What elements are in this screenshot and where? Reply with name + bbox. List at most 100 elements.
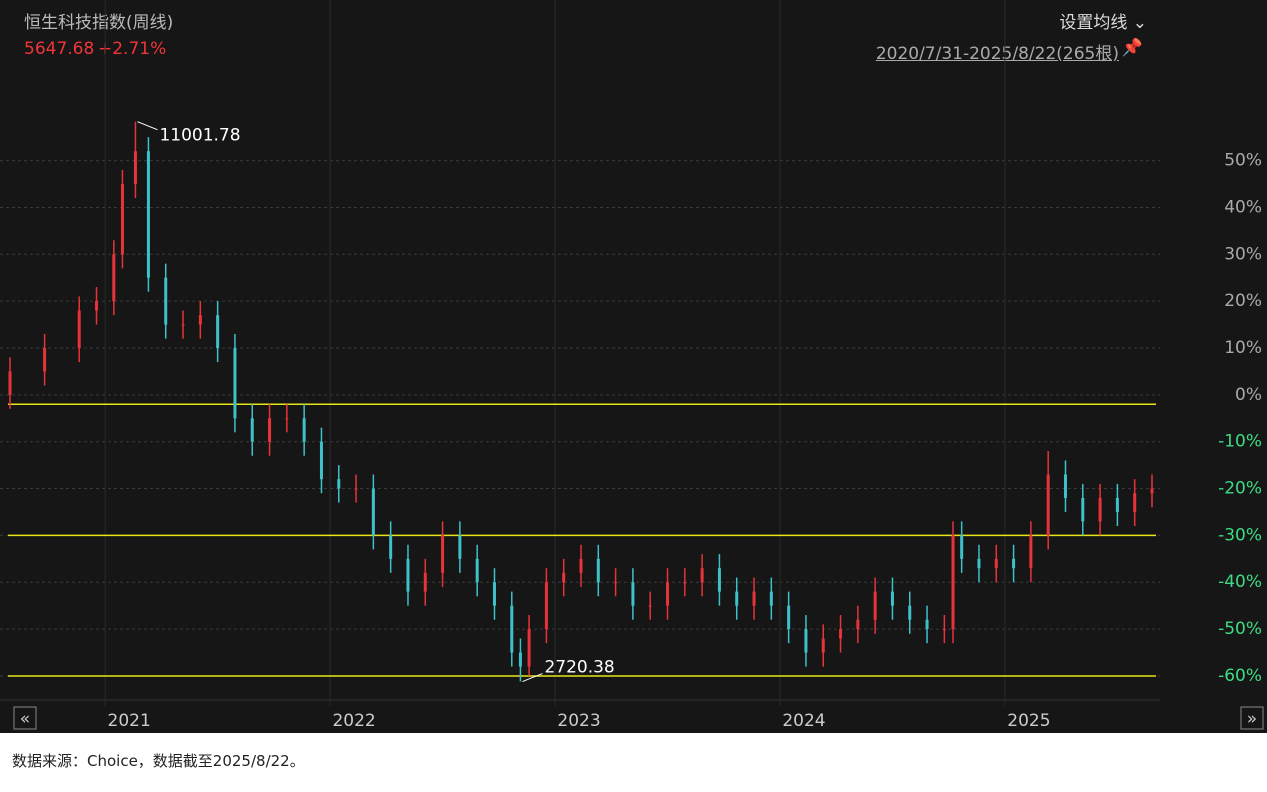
- y-tick-label: 40%: [1224, 197, 1262, 217]
- candle-body: [700, 568, 704, 583]
- ma-button-label: 设置均线: [1059, 13, 1128, 33]
- scroll-right[interactable]: [1240, 706, 1264, 730]
- max-arrow: [137, 121, 158, 131]
- candle-body: [1115, 497, 1119, 512]
- candle-body: [181, 324, 185, 326]
- candle-body: [95, 301, 99, 311]
- footer: 数据来源：Choice，数据截至2025/8/22。: [12, 752, 305, 770]
- candle-body: [579, 558, 583, 573]
- price: 5647.68: [24, 39, 95, 59]
- chart: « » 50% 40% 30% 20% 10% 0% -10% -20% -30% -40% -50…: [0, 0, 1264, 731]
- candle-body: [354, 488, 358, 490]
- candle-body: [908, 605, 912, 620]
- y-tick-label: 0%: [1235, 385, 1262, 405]
- y-tick-label: -30%: [1218, 525, 1262, 545]
- y-tick-label: -10%: [1218, 432, 1262, 452]
- candle-body: [43, 347, 47, 372]
- candle-body: [1098, 497, 1102, 522]
- candle-body: [319, 441, 323, 480]
- x-tick-label: 2024: [782, 711, 825, 731]
- y-tick-label: -60%: [1218, 666, 1262, 686]
- candle-body: [717, 568, 721, 592]
- candle-body: [475, 558, 479, 583]
- candle-body: [268, 418, 272, 442]
- candle-body: [562, 572, 566, 583]
- candle-body: [250, 418, 254, 442]
- candle-body: [441, 535, 445, 573]
- candle-body: [112, 254, 116, 302]
- candle-body: [735, 591, 739, 606]
- candle-body: [216, 315, 220, 348]
- candle-body: [337, 479, 341, 489]
- candle-body: [752, 591, 756, 606]
- y-tick-label: -50%: [1218, 619, 1262, 639]
- candle-body: [146, 151, 150, 278]
- y-tick-label: -40%: [1218, 572, 1262, 592]
- candle-body: [544, 582, 548, 630]
- candle-body: [371, 488, 375, 536]
- change: +2.71%: [98, 39, 167, 59]
- ma-button[interactable]: 设置均线 ⌄: [1059, 13, 1147, 33]
- candle-body: [1012, 558, 1016, 569]
- y-tick-label: 20%: [1224, 291, 1262, 311]
- candle-body: [839, 629, 843, 639]
- candle-body: [8, 371, 12, 395]
- candle-body: [631, 582, 635, 606]
- candle-body: [233, 347, 237, 419]
- y-tick-label: -20%: [1218, 479, 1262, 499]
- candle-body: [458, 535, 462, 559]
- candle-body: [890, 591, 894, 606]
- candle-body: [960, 535, 964, 559]
- candle-body: [1133, 493, 1137, 512]
- candle-body: [527, 629, 531, 667]
- pin-icon[interactable]: 📌: [1121, 38, 1143, 58]
- candle-body: [120, 184, 124, 255]
- max-label: 11001.78: [159, 126, 240, 146]
- candle-body: [285, 418, 289, 420]
- candle-body: [821, 638, 825, 653]
- candle-body: [406, 558, 410, 592]
- x-tick-label: 2025: [1007, 711, 1050, 731]
- candle-body: [1063, 474, 1067, 498]
- candle-body: [1150, 488, 1154, 494]
- date-range[interactable]: 2020/7/31-2025/8/22(265根): [875, 44, 1119, 64]
- candle-body: [198, 315, 202, 325]
- candle-body: [683, 582, 687, 584]
- y-tick-label: 30%: [1224, 244, 1262, 264]
- candle-body: [614, 582, 618, 584]
- candle-body: [423, 572, 427, 592]
- x-tick-label: 2022: [332, 711, 375, 731]
- x-tick-label: 2021: [108, 711, 151, 731]
- min-arrow: [522, 673, 543, 683]
- y-tick-label: 50%: [1224, 151, 1262, 171]
- y-tick-label: 10%: [1224, 338, 1262, 358]
- min-label: 2720.38: [544, 658, 614, 678]
- candle-body: [510, 605, 514, 653]
- candle-body: [1029, 535, 1033, 569]
- candle-body: [302, 418, 306, 442]
- candle-body: [769, 591, 773, 606]
- x-tick-label: 2023: [557, 711, 600, 731]
- chart-title: 恒生科技指数(周线): [24, 13, 174, 33]
- candle-body: [804, 629, 808, 653]
- candle-body: [977, 558, 981, 569]
- candle-body: [518, 652, 522, 667]
- candle-body: [994, 558, 998, 569]
- candle-body: [596, 558, 600, 583]
- candle-body: [133, 151, 137, 185]
- candle-body: [856, 619, 860, 630]
- candle-body: [951, 535, 955, 630]
- scroll-left-icon: «: [20, 709, 30, 729]
- candle-body: [1081, 497, 1085, 522]
- candle-body: [648, 605, 652, 607]
- scroll-right-icon: »: [1247, 709, 1257, 729]
- scroll-left[interactable]: [13, 706, 37, 730]
- candle-body: [925, 619, 929, 630]
- candle-body: [492, 582, 496, 606]
- candle-body: [942, 629, 946, 631]
- candle-body: [666, 582, 670, 606]
- candle-body: [164, 277, 168, 325]
- chart-panel: 恒生科技指数(周线) 5647.68 +2.71% 设置均线 ⌄ 2020/7/…: [0, 0, 1267, 733]
- candle-body: [873, 591, 877, 620]
